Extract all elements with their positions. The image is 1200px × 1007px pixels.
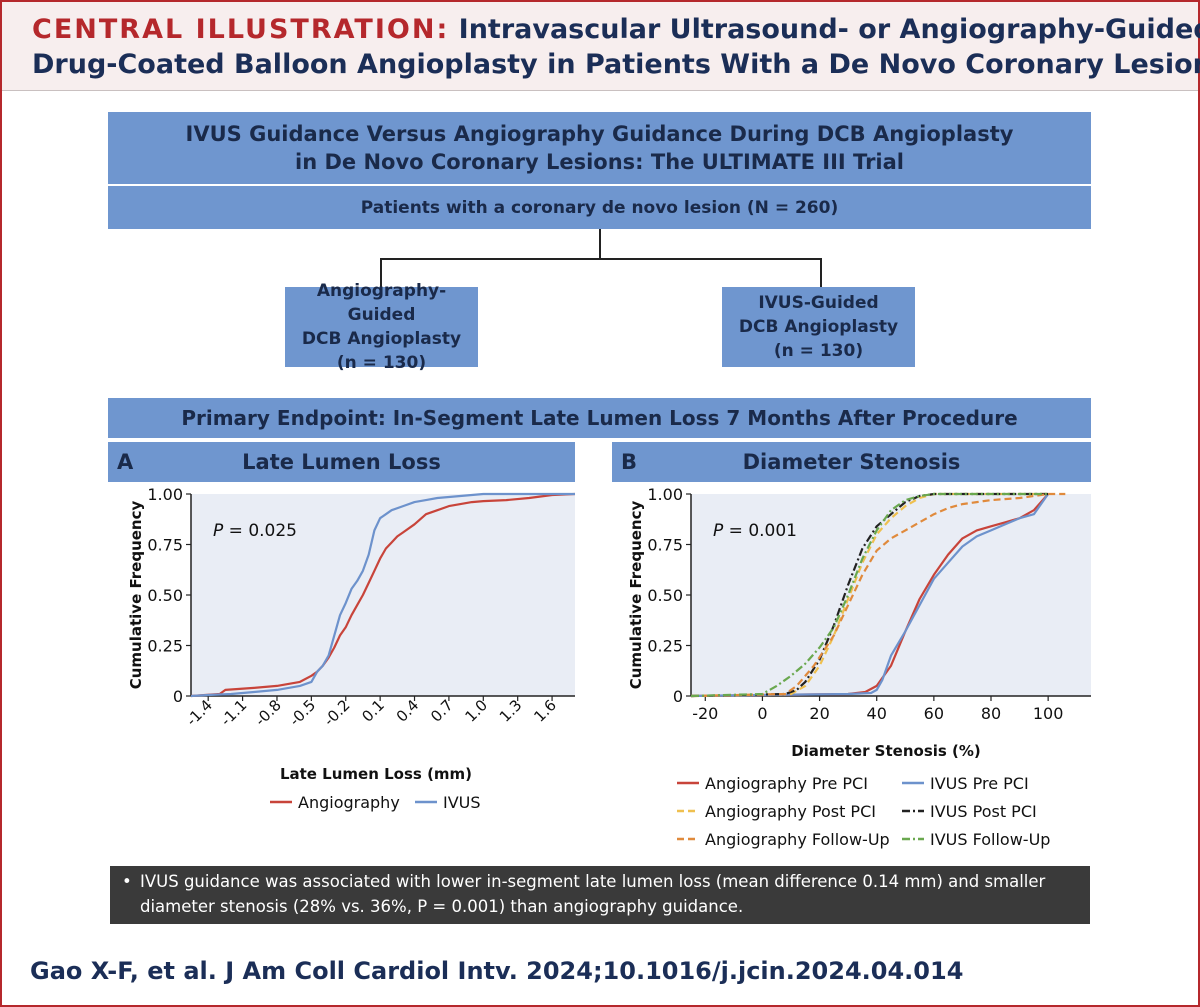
p-value-symbol: P (213, 521, 224, 541)
legend-label: IVUS Follow-Up (930, 830, 1050, 849)
panel-a-letter: A (117, 450, 134, 474)
panel-a-title: Late Lumen Loss (242, 450, 441, 474)
panel-b-letter: B (621, 450, 638, 474)
arm-left-line3: (n = 130) (336, 353, 427, 373)
legend-label: IVUS (443, 793, 481, 812)
summary-box: • IVUS guidance was associated with lowe… (110, 866, 1090, 924)
p-value-annotation: P = 0.001 (713, 521, 797, 541)
legend-label: Angiography (298, 793, 400, 812)
arm-ivus-box: IVUS-Guided DCB Angioplasty (n = 130) (722, 287, 915, 367)
y-tick-label: 1.00 (647, 485, 683, 504)
header-title-part1: Intravascular Ultrasound- or Angiography… (458, 14, 1200, 45)
x-tick-label: -0.5 (286, 696, 319, 729)
arm-left-line1: Angiography-Guided (316, 281, 447, 325)
arm-right-line1: IVUS-Guided (758, 293, 879, 313)
x-tick-label: 1.0 (462, 696, 492, 726)
plot-background (691, 494, 1091, 696)
y-axis-title: Cumulative Frequency (627, 501, 645, 690)
arm-left-line2: DCB Angioplasty (301, 329, 462, 349)
trial-title-line2: in De Novo Coronary Lesions: The ULTIMAT… (295, 150, 904, 174)
diameter-stenosis-chart: 0 0.25 0.50 0.75 1.00 -20 0 20 40 60 80 100 Cumulati… (627, 485, 1091, 849)
x-axis-title: Late Lumen Loss (mm) (280, 765, 472, 783)
series-line-angiography-follow-up (690, 492, 1066, 698)
x-tick-label: 0 (757, 704, 767, 723)
primary-endpoint-box: Primary Endpoint: In-Segment Late Lumen … (108, 398, 1091, 438)
connector-horizontal (380, 258, 822, 260)
x-tick-label: 0.1 (358, 696, 388, 726)
arm-angiography-box: Angiography-Guided DCB Angioplasty (n = … (285, 281, 478, 373)
trial-title-box: IVUS Guidance Versus Angiography Guidanc… (108, 112, 1091, 184)
x-tick-label: 100 (1033, 704, 1064, 723)
panel-a-header: A Late Lumen Loss (108, 442, 575, 482)
plot-background (191, 494, 575, 696)
citation: Gao X-F, et al. J Am Coll Cardiol Intv. … (30, 957, 964, 985)
y-tick-label: 0 (673, 687, 683, 706)
panel-b-header: B Diameter Stenosis (612, 442, 1091, 482)
series-line-ivus-pre-pci (690, 493, 1049, 698)
legend-label: Angiography Follow-Up (705, 830, 890, 849)
p-value-text: = 0.001 (723, 521, 797, 541)
arm-right-line3: (n = 130) (773, 341, 864, 361)
x-tick-label: -1.1 (217, 696, 250, 729)
x-tick-label: 60 (924, 704, 944, 723)
x-tick-label: 1.6 (530, 696, 560, 726)
x-tick-label: 40 (867, 704, 887, 723)
central-illustration-label: CENTRAL ILLUSTRATION: (32, 14, 450, 45)
connector-right-drop (820, 258, 822, 288)
y-tick-label: 1.00 (147, 485, 183, 504)
late-lumen-loss-chart: 0 0.25 0.50 0.75 1.00 -1.4 -1.1 -0.8 -0.5 -0.2 0.1… (127, 485, 576, 812)
connector-left-drop (380, 258, 382, 288)
summary-line1: IVUS guidance was associated with lower … (140, 872, 1046, 891)
summary-line2: diameter stenosis (28% vs. 36%, P = 0.00… (140, 897, 744, 916)
series-line-ivus (190, 492, 575, 698)
primary-endpoint-label: Primary Endpoint: In-Segment Late Lumen … (181, 406, 1018, 430)
x-tick-label: -1.4 (183, 696, 216, 729)
patients-box: Patients with a coronary de novo lesion … (108, 186, 1091, 229)
x-tick-label: 0.7 (427, 696, 457, 726)
x-tick-label: 80 (981, 704, 1001, 723)
legend-label: Angiography Pre PCI (705, 774, 868, 793)
p-value-text: = 0.025 (223, 521, 297, 541)
header-title-line1: CENTRAL ILLUSTRATION: Intravascular Ultr… (32, 14, 1200, 45)
y-tick-label: 0.50 (147, 586, 183, 605)
header-title-line2: Drug-Coated Balloon Angioplasty in Patie… (32, 49, 1200, 80)
summary-bullet: • (122, 872, 132, 891)
y-tick-label: 0.25 (147, 637, 183, 656)
p-value-annotation: P = 0.025 (213, 521, 297, 541)
p-value-symbol: P (713, 521, 724, 541)
trial-title-line1: IVUS Guidance Versus Angiography Guidanc… (185, 122, 1014, 146)
y-tick-label: 0.75 (147, 536, 183, 555)
legend-label: IVUS Post PCI (930, 802, 1037, 821)
header-bar: CENTRAL ILLUSTRATION: Intravascular Ultr… (2, 2, 1200, 91)
y-tick-label: 0.50 (647, 586, 683, 605)
y-tick-label: 0 (173, 687, 183, 706)
series-line-angiography (190, 492, 576, 698)
connector-vertical-top (599, 229, 601, 260)
patients-label: Patients with a coronary de novo lesion … (360, 197, 839, 218)
x-tick-label: -20 (692, 704, 718, 723)
panel-b-title: Diameter Stenosis (742, 450, 961, 474)
x-tick-label: 0.4 (393, 696, 423, 726)
x-tick-label: -0.8 (251, 696, 284, 729)
y-axis-title: Cumulative Frequency (127, 501, 145, 690)
arm-right-line2: DCB Angioplasty (738, 317, 899, 337)
x-axis-title: Diameter Stenosis (%) (791, 742, 981, 760)
x-tick-label: -0.2 (320, 696, 353, 729)
y-tick-label: 0.25 (647, 637, 683, 656)
x-tick-label: 1.3 (496, 696, 526, 726)
y-tick-label: 0.75 (647, 536, 683, 555)
legend-label: Angiography Post PCI (705, 802, 876, 821)
legend-label: IVUS Pre PCI (930, 774, 1029, 793)
x-tick-label: 20 (809, 704, 829, 723)
